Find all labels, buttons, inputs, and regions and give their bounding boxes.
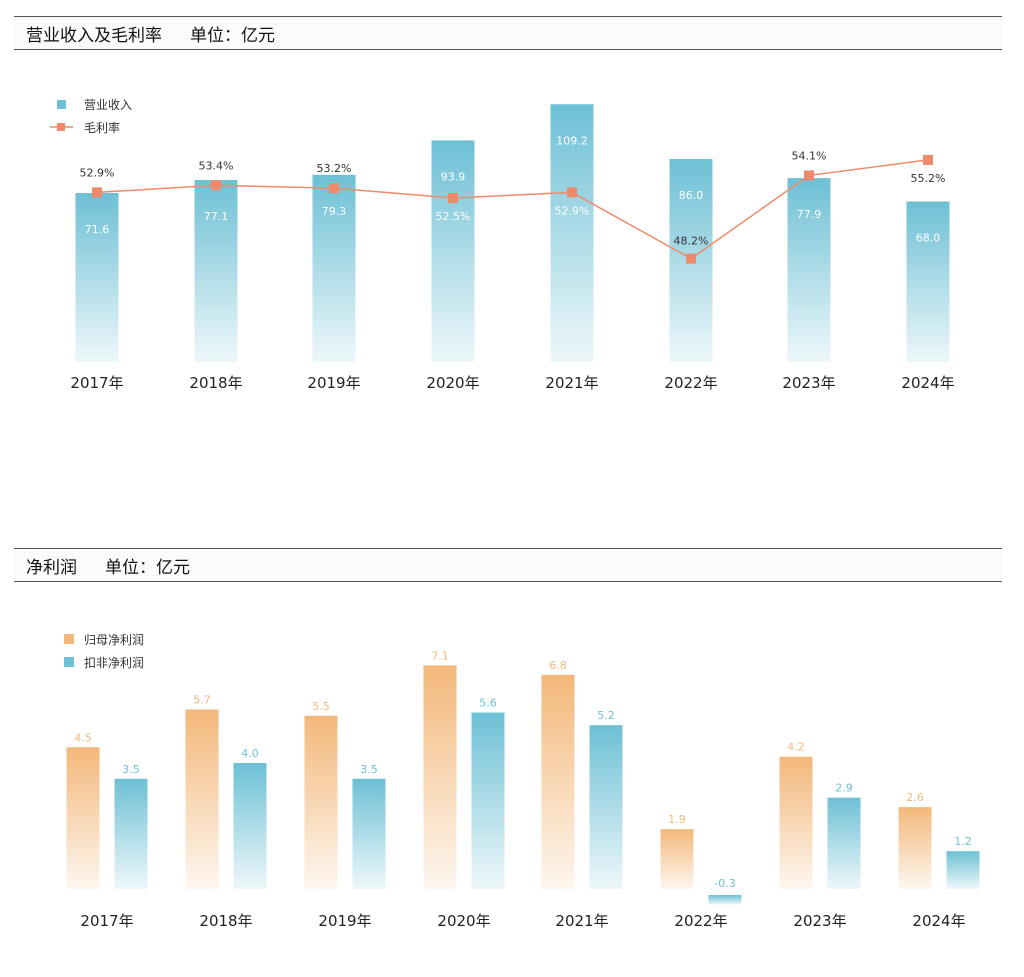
parent-profit-value-label: 4.2 [787,741,805,754]
parent-profit-value-label: 6.8 [549,659,567,672]
revenue-bar [75,193,119,362]
margin-value-label: 48.2% [674,235,709,248]
margin-point [329,183,339,194]
margin-point [211,180,221,191]
legend-parent-profit-label: 归母净利润 [84,633,144,647]
margin-value-label: 55.2% [911,172,946,185]
deducted-profit-value-label: 2.9 [835,782,853,795]
margin-point [804,170,814,181]
revenue-value-label: 77.9 [797,208,822,221]
revenue-value-label: 93.9 [441,170,466,183]
parent-profit-bar [423,665,457,889]
deducted-profit-value-label: 5.6 [479,697,497,710]
deducted-profit-bar [708,895,742,905]
x-tick-label: 2021年 [555,912,608,930]
legend-margin-label: 毛利率 [84,120,120,135]
legend-margin-marker [57,123,65,131]
margin-value-label: 54.1% [792,149,827,162]
deducted-profit-value-label: 4.0 [241,747,259,760]
deducted-profit-bar [589,725,623,889]
deducted-profit-bar [233,763,267,889]
revenue-bar [550,104,594,362]
x-tick-label: 2024年 [901,374,954,392]
legend-revenue-swatch [57,100,66,109]
x-tick-label: 2023年 [782,374,835,392]
x-tick-label: 2018年 [199,912,252,930]
revenue-value-label: 68.0 [916,232,941,245]
parent-profit-bar [304,715,338,889]
parent-profit-bar [66,747,100,889]
legend-deducted-profit-swatch [64,657,74,667]
margin-line [96,159,929,260]
revenue-chart-title: 营业收入及毛利率 [26,25,162,46]
margin-value-label: 52.5% [436,210,471,223]
parent-profit-bar [779,756,813,889]
parent-profit-value-label: 4.5 [74,731,92,744]
revenue-bar [906,201,950,362]
revenue-value-label: 77.1 [204,210,229,223]
x-tick-label: 2023年 [793,912,846,930]
x-tick-label: 2021年 [545,374,598,392]
x-tick-label: 2024年 [912,912,965,930]
deducted-profit-value-label: 3.5 [122,763,140,776]
parent-profit-bar [660,829,694,889]
revenue-value-label: 71.6 [85,223,110,236]
margin-value-label: 52.9% [555,204,590,217]
margin-point [92,187,102,198]
x-tick-label: 2017年 [70,374,123,392]
parent-profit-bar [541,674,575,889]
deducted-profit-bar [471,712,505,889]
deducted-profit-value-label: -0.3 [714,877,735,890]
deducted-profit-value-label: 3.5 [360,763,378,776]
deducted-profit-bar [946,851,980,889]
margin-value-label: 53.4% [199,159,234,172]
deducted-profit-value-label: 1.2 [954,835,972,848]
deducted-profit-bar [114,778,148,889]
parent-profit-bar [185,709,219,889]
x-tick-label: 2020年 [426,374,479,392]
revenue-section-header: 营业收入及毛利率 单位：亿元 [14,16,1002,50]
legend-deducted-profit-label: 扣非净利润 [84,656,144,670]
revenue-bar [194,180,238,362]
net-profit-section-header: 净利润 单位：亿元 [14,548,1002,582]
net-profit-chart-unit: 单位：亿元 [105,557,190,578]
margin-value-label: 53.2% [317,162,352,175]
parent-profit-value-label: 5.5 [312,700,330,713]
parent-profit-bar [898,807,932,889]
margin-point [923,154,933,165]
deducted-profit-bar [352,778,386,889]
revenue-value-label: 109.2 [556,134,588,147]
margin-value-label: 52.9% [80,166,115,179]
net-profit-chart-title: 净利润 [26,557,77,578]
revenue-bar [787,178,831,362]
revenue-bar [431,140,475,362]
x-tick-label: 2017年 [80,912,133,930]
x-tick-label: 2018年 [189,374,242,392]
x-tick-label: 2022年 [674,912,727,930]
revenue-value-label: 79.3 [322,205,347,218]
deducted-profit-bar [827,797,861,889]
x-tick-label: 2022年 [664,374,717,392]
x-tick-label: 2020年 [437,912,490,930]
legend-parent-profit-swatch [64,634,74,644]
revenue-value-label: 86.0 [679,189,704,202]
x-tick-label: 2019年 [318,912,371,930]
margin-point [567,187,577,198]
parent-profit-value-label: 1.9 [668,813,686,826]
deducted-profit-value-label: 5.2 [597,709,615,722]
legend-revenue-label: 营业收入 [84,98,132,112]
margin-point [448,193,458,203]
parent-profit-value-label: 2.6 [906,791,924,804]
revenue-bar [312,174,356,362]
parent-profit-value-label: 7.1 [431,649,449,662]
revenue-chart-unit: 单位：亿元 [190,25,275,46]
parent-profit-value-label: 5.7 [193,693,211,706]
margin-point [686,253,696,264]
x-tick-label: 2019年 [307,374,360,392]
